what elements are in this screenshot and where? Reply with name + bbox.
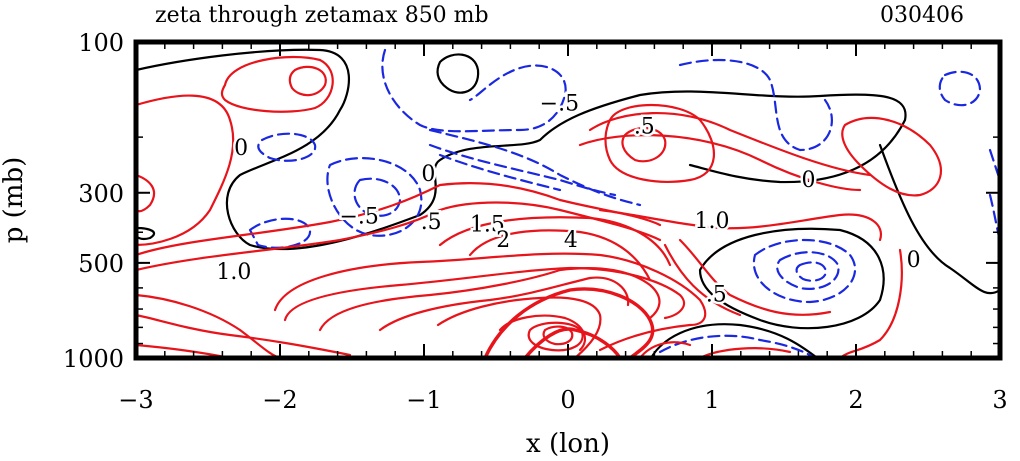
- x-tick-label: 1: [704, 386, 719, 414]
- contour-positive-line: [136, 94, 235, 247]
- contour-negative-line: [438, 153, 562, 192]
- date-label: 030406: [880, 3, 964, 28]
- contour-positive-line: [578, 134, 862, 192]
- contour-positive-line: [604, 104, 715, 183]
- y-tick-label: 1000: [63, 345, 124, 373]
- x-axis: −3 −2 −1 0 1 2 3: [118, 42, 1008, 414]
- x-tick-label: −3: [118, 386, 153, 414]
- contour-negative-line: [248, 217, 312, 249]
- contour-positive-line: [468, 229, 652, 282]
- contour-negative-line: [353, 177, 402, 217]
- contour-label: 0: [234, 136, 248, 161]
- contour-positive-line: [483, 287, 655, 358]
- contour-negative-line: [658, 334, 817, 358]
- x-tick-label: −2: [262, 386, 297, 414]
- contour-negative-line: [326, 157, 423, 237]
- contour-positive-line: [523, 327, 622, 358]
- x-tick-label: −1: [406, 386, 441, 414]
- contour-label: 0: [421, 162, 435, 187]
- contour-negative-line: [776, 251, 840, 290]
- contour-label: 0: [801, 168, 815, 193]
- chart-title: zeta through zetamax 850 mb: [155, 3, 489, 28]
- contour-positive-line: [527, 321, 584, 352]
- contour-positive-line: [598, 208, 883, 242]
- contour-negative-line: [752, 239, 857, 304]
- contour-positive-line: [638, 341, 692, 358]
- contour-zero-line: [878, 143, 1000, 295]
- contour-positive-line: [318, 267, 661, 332]
- contour-positive-line: [436, 296, 602, 358]
- contour-positive-line: [838, 248, 903, 358]
- contour-label: 1.0: [216, 260, 251, 285]
- contour-label: .5: [634, 115, 655, 140]
- contour-field: [136, 48, 1000, 358]
- contour-label: .5: [706, 282, 727, 307]
- contour-zero-line: [436, 53, 480, 94]
- y-axis: 100 300 500 1000: [63, 29, 1000, 373]
- contour-zero-line: [136, 48, 907, 251]
- contour-negative-line: [795, 261, 828, 282]
- contour-positive-line: [288, 65, 327, 97]
- contour-label: 0: [907, 248, 921, 273]
- contour-positive-line: [438, 216, 672, 267]
- x-tick-label: 2: [848, 386, 863, 414]
- contour-label: 4: [564, 228, 578, 253]
- x-tick-label: 3: [992, 386, 1007, 414]
- x-axis-title: x (lon): [526, 429, 610, 459]
- contour-zero-line: [698, 227, 885, 330]
- contour-positive-line: [621, 127, 667, 163]
- contour-positive-line: [273, 252, 707, 352]
- contour-positive-line: [220, 55, 334, 113]
- contour-negative-line: [257, 132, 317, 162]
- contour-zero-line: [136, 226, 156, 241]
- y-tick-label: 100: [78, 29, 124, 57]
- contour-label: 1.0: [695, 209, 730, 234]
- contour-negative-line: [428, 143, 617, 197]
- contour-positive-line: [378, 276, 630, 332]
- contour-negative-line: [988, 148, 1000, 182]
- y-tick-label: 500: [78, 250, 124, 278]
- contour-positive-line: [678, 238, 832, 316]
- contour-label: −.5: [540, 92, 579, 117]
- contour-negative-line: [678, 58, 833, 152]
- y-axis-title: p (mb): [0, 157, 29, 244]
- contour-positive-line: [588, 111, 872, 177]
- contour-label: .5: [421, 210, 442, 235]
- contour-positive-line: [136, 201, 662, 272]
- contour-positive-line: [136, 313, 352, 357]
- x-tick-label: 0: [560, 386, 575, 414]
- contour-label: 2: [496, 228, 510, 253]
- contour-labels: .5 −.5 0 0 0 −.5 .5 1.52 4 1.0 1.0 0 .5: [214, 89, 923, 310]
- contour-positive-line: [698, 347, 792, 358]
- contour-positive-line: [663, 243, 742, 317]
- contour-negative-line: [381, 48, 567, 133]
- y-tick-label: 300: [78, 180, 124, 208]
- contour-label: −.5: [339, 204, 378, 229]
- contour-positive-line: [136, 182, 662, 257]
- contour-negative-line: [938, 70, 982, 107]
- contour-positive-line: [841, 116, 942, 197]
- contour-label: 1.5: [470, 213, 505, 238]
- contour-positive-line: [283, 266, 686, 322]
- contour-positive-line: [136, 293, 282, 358]
- contour-negative-line: [428, 128, 642, 207]
